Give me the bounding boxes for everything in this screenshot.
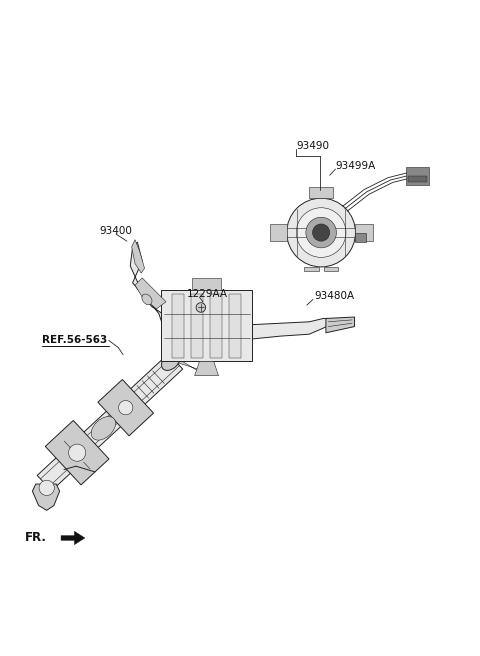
Circle shape [306, 217, 336, 248]
Polygon shape [61, 531, 85, 544]
Polygon shape [195, 361, 218, 376]
Polygon shape [161, 290, 252, 361]
Circle shape [296, 208, 346, 257]
Polygon shape [326, 317, 355, 333]
Ellipse shape [91, 417, 116, 440]
Circle shape [287, 198, 356, 267]
Polygon shape [98, 379, 154, 436]
Polygon shape [270, 224, 287, 241]
Polygon shape [356, 233, 366, 242]
Circle shape [39, 480, 54, 495]
Polygon shape [210, 294, 222, 358]
Circle shape [119, 401, 133, 415]
Polygon shape [229, 294, 241, 358]
Text: 93490: 93490 [296, 140, 329, 151]
Ellipse shape [162, 352, 180, 371]
Text: 93499A: 93499A [336, 161, 376, 171]
Polygon shape [252, 318, 328, 339]
Polygon shape [324, 267, 338, 271]
Polygon shape [33, 484, 60, 510]
Polygon shape [166, 351, 211, 373]
Polygon shape [37, 354, 183, 491]
Polygon shape [191, 294, 203, 358]
Text: 93480A: 93480A [314, 291, 354, 300]
Text: 1229AA: 1229AA [187, 289, 228, 298]
Text: 93400: 93400 [99, 226, 132, 236]
Polygon shape [356, 224, 372, 241]
Polygon shape [172, 294, 184, 358]
Circle shape [196, 302, 205, 312]
Polygon shape [309, 187, 333, 198]
Polygon shape [130, 242, 166, 328]
Polygon shape [132, 239, 144, 273]
Text: FR.: FR. [25, 531, 47, 544]
Circle shape [312, 224, 330, 241]
Circle shape [69, 444, 86, 461]
Polygon shape [406, 167, 429, 185]
Polygon shape [408, 176, 427, 182]
Polygon shape [135, 278, 166, 309]
Ellipse shape [142, 294, 152, 304]
Text: REF.56-563: REF.56-563 [42, 335, 107, 346]
Polygon shape [304, 267, 319, 271]
Polygon shape [45, 420, 109, 485]
Polygon shape [192, 278, 221, 290]
